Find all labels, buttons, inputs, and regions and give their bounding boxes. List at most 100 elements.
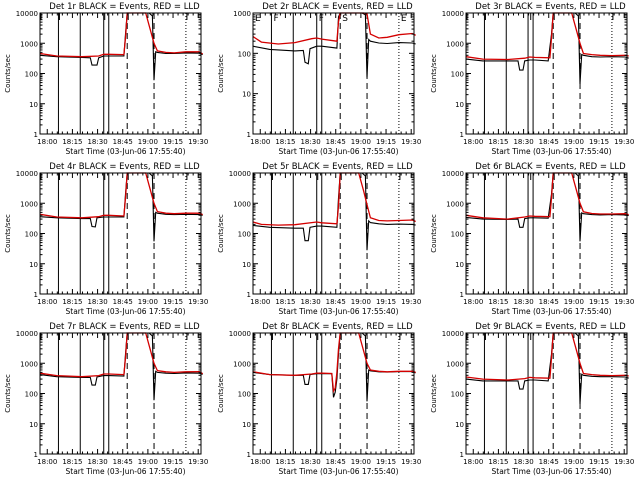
plot-frame	[252, 12, 415, 135]
interval-marker-label: E	[401, 14, 407, 24]
y-tick-label: 1000	[446, 360, 464, 368]
x-tick-label: 18:45	[539, 138, 559, 146]
lld-series-line	[252, 332, 416, 394]
x-tick-label: 19:30	[188, 138, 208, 146]
x-tick-label: 19:30	[401, 298, 421, 306]
y-tick-label: 1000	[233, 360, 251, 368]
x-tick-label: 18:00	[463, 458, 483, 466]
x-tick-label: 18:30	[87, 138, 107, 146]
lld-series-line	[465, 332, 629, 381]
x-tick-label: 18:30	[87, 298, 107, 306]
plot-frame	[252, 172, 415, 295]
interval-bracket-marker	[340, 172, 348, 180]
x-tick-label: 19:00	[564, 458, 584, 466]
x-tick-label: 19:30	[188, 298, 208, 306]
y-tick-label: 100	[25, 231, 38, 239]
plot-frame	[465, 172, 628, 295]
panel-chart: Det 7r BLACK = Events, RED = LLD 1 10 100 10…	[4, 322, 208, 476]
interval-bracket-marker	[553, 12, 561, 20]
x-axis-label: Start Time (03-Jun-06 17:55:40)	[66, 307, 186, 316]
x-tick-label: 18:30	[513, 458, 533, 466]
x-tick-label: 18:00	[463, 298, 483, 306]
x-tick-label: 18:00	[463, 138, 483, 146]
detector-panel: Det 3r BLACK = Events, RED = LLD 1 10 100 10…	[426, 0, 639, 160]
y-tick-label: 100	[238, 50, 251, 58]
y-tick-label: 1000	[20, 40, 38, 48]
y-axis-label: Counts/sec	[217, 54, 225, 93]
x-tick-label: 19:30	[188, 458, 208, 466]
lld-series-line	[252, 172, 416, 226]
x-tick-label: 19:30	[614, 298, 634, 306]
x-tick-label: 18:30	[300, 298, 320, 306]
y-tick-label: 1	[460, 451, 464, 459]
y-axis-label: Counts/sec	[4, 214, 12, 253]
x-axis-label: Start Time (03-Jun-06 17:55:40)	[66, 467, 186, 476]
y-tick-label: 1000	[233, 10, 251, 18]
x-tick-label: 18:45	[539, 298, 559, 306]
y-tick-label: 100	[451, 391, 464, 399]
y-tick-label: 10000	[16, 170, 38, 178]
x-tick-label: 18:15	[275, 458, 295, 466]
events-series-line	[39, 332, 203, 401]
detector-panel: Det 6r BLACK = Events, RED = LLD 1 10 100 10…	[426, 160, 639, 320]
detector-panel: Det 8r BLACK = Events, RED = LLD 1 10 100 10…	[213, 320, 426, 480]
chart-title: Det 7r BLACK = Events, RED = LLD	[49, 322, 200, 332]
y-tick-label: 10	[455, 421, 464, 429]
panel-chart: Det 6r BLACK = Events, RED = LLD 1 10 100 10…	[430, 162, 634, 316]
y-tick-label: 10000	[16, 330, 38, 338]
y-tick-label: 100	[25, 71, 38, 79]
panel-chart: Det 5r BLACK = Events, RED = LLD 1 10 100 10…	[217, 162, 421, 316]
plot-frame	[465, 12, 628, 135]
x-tick-label: 18:15	[488, 458, 508, 466]
chart-title: Det 9r BLACK = Events, RED = LLD	[475, 322, 626, 332]
y-tick-label: 10000	[229, 170, 251, 178]
detector-panel: Det 4r BLACK = Events, RED = LLD 1 10 100 10…	[0, 160, 213, 320]
chart-title: Det 3r BLACK = Events, RED = LLD	[475, 2, 626, 12]
events-series-line	[465, 12, 629, 85]
x-tick-label: 18:15	[62, 138, 82, 146]
y-tick-label: 1000	[233, 200, 251, 208]
x-axis-label: Start Time (03-Jun-06 17:55:40)	[492, 467, 612, 476]
x-tick-label: 19:15	[589, 458, 609, 466]
x-axis-label: Start Time (03-Jun-06 17:55:40)	[279, 307, 399, 316]
panel-chart: Det 9r BLACK = Events, RED = LLD 1 10 100 10…	[430, 322, 634, 476]
y-tick-label: 1	[34, 291, 38, 299]
x-axis-label: Start Time (03-Jun-06 17:55:40)	[66, 147, 186, 156]
y-tick-label: 10	[242, 421, 251, 429]
events-series-line	[39, 172, 203, 242]
y-tick-label: 10	[29, 261, 38, 269]
chart-title: Det 4r BLACK = Events, RED = LLD	[49, 162, 200, 172]
y-tick-label: 10	[29, 101, 38, 109]
x-tick-label: 19:30	[401, 458, 421, 466]
events-series-line	[252, 332, 416, 402]
x-tick-label: 18:45	[326, 138, 346, 146]
interval-marker-label: F	[273, 14, 278, 24]
y-tick-label: 100	[238, 231, 251, 239]
x-tick-label: 18:15	[62, 458, 82, 466]
lld-series-line	[465, 172, 629, 220]
x-tick-label: 18:15	[488, 298, 508, 306]
x-tick-label: 19:15	[163, 458, 183, 466]
interval-bracket-marker	[553, 172, 561, 180]
x-tick-label: 18:45	[326, 298, 346, 306]
y-tick-label: 1	[247, 451, 251, 459]
y-tick-label: 10	[242, 91, 251, 99]
detector-panel: Det 5r BLACK = Events, RED = LLD 1 10 100 10…	[213, 160, 426, 320]
x-tick-label: 18:15	[488, 138, 508, 146]
y-tick-label: 10000	[442, 330, 464, 338]
x-tick-label: 18:00	[250, 298, 270, 306]
y-tick-label: 10000	[229, 330, 251, 338]
chart-title: Det 2r BLACK = Events, RED = LLD	[262, 2, 413, 12]
detector-panel: Det 7r BLACK = Events, RED = LLD 1 10 100 10…	[0, 320, 213, 480]
events-series-line	[252, 172, 416, 251]
interval-bracket-marker	[127, 332, 135, 340]
y-tick-label: 100	[238, 391, 251, 399]
interval-marker-label: E	[255, 14, 261, 24]
y-axis-label: Counts/sec	[4, 374, 12, 413]
y-tick-label: 100	[25, 391, 38, 399]
events-series-line	[39, 12, 203, 81]
y-tick-label: 1000	[20, 360, 38, 368]
x-axis-label: Start Time (03-Jun-06 17:55:40)	[279, 147, 399, 156]
y-tick-label: 1	[34, 451, 38, 459]
interval-bracket-marker	[340, 332, 348, 340]
